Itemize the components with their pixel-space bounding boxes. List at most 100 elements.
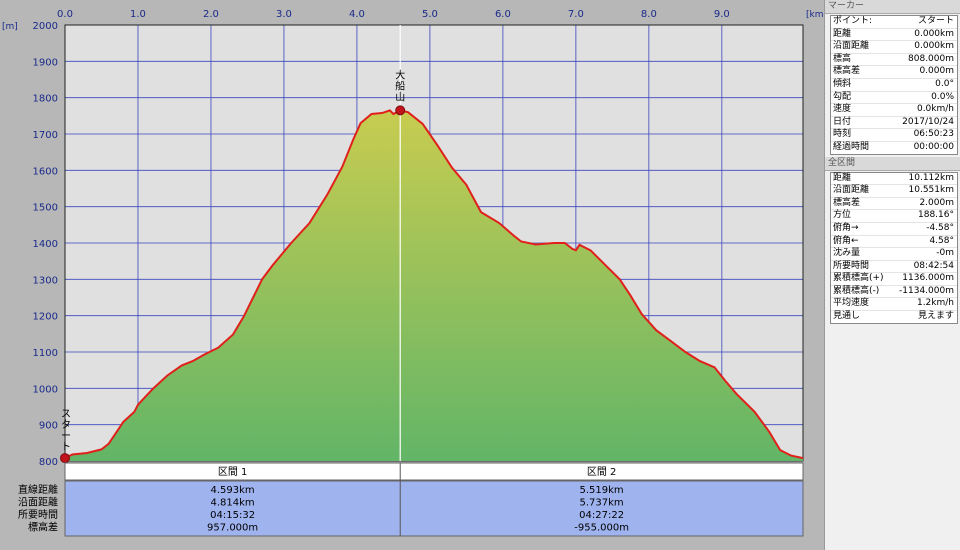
marker-row-7: 速度 0.0km/h — [831, 104, 957, 117]
x-tick-1: 1.0 — [130, 9, 146, 20]
total-key-7: 所要時間 — [833, 260, 870, 271]
y-tick-1: 900 — [39, 421, 58, 432]
section-1-value-3: -955.000m — [574, 523, 629, 534]
total-row-2: 標高差 2.000m — [831, 198, 957, 211]
total-key-11: 見通し — [833, 311, 861, 322]
marker-row-6: 勾配 0.0% — [831, 92, 957, 105]
total-row-8: 累積標高(+) 1136.000m — [831, 273, 957, 286]
marker-key-2: 沿面距離 — [833, 41, 870, 52]
marker-value-3: 808.000m — [908, 53, 954, 64]
y-tick-8: 1600 — [33, 166, 58, 177]
total-value-8: 1136.000m — [902, 273, 954, 284]
total-value-4: -4.58° — [926, 222, 954, 233]
x-tick-3: 3.0 — [276, 9, 292, 20]
total-key-5: 俯角← — [833, 235, 859, 246]
section-row-label-2: 所要時間 — [18, 509, 58, 521]
total-key-2: 標高差 — [833, 197, 861, 208]
y-tick-4: 1200 — [33, 312, 58, 323]
marker-label-1-char-0: 大 — [395, 68, 405, 81]
marker-label-0-char-2: ー — [61, 431, 71, 442]
marker-value-6: 0.0% — [931, 91, 954, 102]
total-value-9: -1134.000m — [899, 285, 954, 296]
marker-value-0: スタート — [917, 16, 954, 26]
marker-row-10: 経過時間 00:00:00 — [831, 142, 957, 154]
elevation-area — [65, 110, 803, 462]
marker-key-10: 経過時間 — [833, 141, 870, 152]
marker-row-1: 距離 0.000km — [831, 29, 957, 42]
section-header-row — [64, 462, 804, 481]
total-key-4: 俯角→ — [833, 222, 859, 233]
y-tick-6: 1400 — [33, 239, 58, 250]
elevation-line — [64, 109, 804, 460]
marker-row-3: 標高 808.000m — [831, 54, 957, 67]
section-0-value-3: 957.000m — [207, 523, 258, 534]
x-tick-4: 4.0 — [349, 9, 365, 20]
x-tick-8: 8.0 — [641, 9, 657, 20]
marker-row-8: 日付 2017/10/24 — [831, 117, 957, 130]
marker-value-7: 0.0km/h — [916, 104, 954, 115]
x-tick-5: 5.0 — [422, 9, 438, 20]
section-1-value-0: 5.519km — [580, 485, 624, 496]
marker-key-4: 標高差 — [833, 66, 861, 77]
total-value-10: 1.2km/h — [916, 298, 954, 309]
total-value-6: -0m — [936, 248, 954, 259]
y-tick-3: 1100 — [33, 348, 58, 359]
total-panel-title: 全区間 — [825, 156, 960, 171]
total-key-1: 沿面距離 — [833, 185, 870, 196]
marker-value-1: 0.000km — [914, 28, 954, 39]
section-1-value-1: 5.737km — [580, 498, 624, 509]
x-axis-ticks: 0.0 1.0 2.0 3.0 4.0 5.0 6.0 7.0 8.0 9.0 — [57, 9, 730, 20]
marker-value-10: 00:00:00 — [913, 141, 954, 152]
section-0-value-0: 4.593km — [211, 485, 255, 496]
x-tick-9: 9.0 — [714, 9, 730, 20]
total-key-9: 累積標高(-) — [833, 285, 880, 296]
total-key-10: 平均速度 — [833, 298, 870, 309]
y-tick-11: 1900 — [33, 57, 58, 68]
marker-label-0-char-3: ト — [61, 442, 71, 453]
elevation-profile-chart: スタート 大船山 0.0 1.0 2.0 3.0 4.0 5.0 6.0 7.0 8.0 9.0 8… — [2, 9, 824, 537]
total-key-8: 累積標高(+) — [833, 273, 884, 284]
y-axis-ticks: 800 900 1000 1100 1200 1300 1400 1500 1600 1700 18… — [33, 21, 58, 468]
section-0-value-2: 04:15:32 — [210, 510, 255, 521]
marker-value-5: 0.0° — [935, 78, 954, 89]
y-tick-12: 2000 — [33, 21, 58, 32]
marker-key-7: 速度 — [833, 104, 852, 115]
marker-point-1[interactable] — [395, 105, 406, 116]
total-row-5: 俯角← 4.58° — [831, 236, 957, 249]
marker-point-0[interactable] — [60, 453, 70, 464]
y-tick-5: 1300 — [33, 275, 58, 286]
marker-key-6: 勾配 — [833, 91, 852, 102]
section-row-label-1: 沿面距離 — [18, 496, 58, 509]
marker-value-2: 0.000km — [914, 41, 954, 52]
total-value-11: 見えます — [917, 311, 954, 322]
total-row-10: 平均速度 1.2km/h — [831, 298, 957, 312]
total-value-5: 4.58° — [929, 235, 954, 246]
total-row-1: 沿面距離 10.551km — [831, 185, 957, 198]
x-tick-7: 7.0 — [568, 9, 584, 20]
marker-table: ポイント: スタート距離 0.000km 沿面距離 0.000km 標高 808.000m 標… — [830, 15, 958, 155]
marker-label-1-char-2: 山 — [395, 91, 405, 103]
y-tick-9: 1700 — [33, 130, 58, 141]
marker-value-4: 0.000m — [919, 66, 954, 77]
info-panel: マーカー ポイント: スタート 距離 0.000km 沿面距離 0.000km 標高 808.… — [824, 0, 960, 550]
marker-row-5: 傾斜 0.0° — [831, 79, 957, 92]
marker-label-0-char-1: タ — [61, 419, 71, 431]
marker-key-5: 傾斜 — [833, 78, 852, 89]
marker-panel-title: マーカー — [825, 0, 960, 14]
x-tick-2: 2.0 — [203, 9, 219, 20]
x-tick-6: 6.0 — [495, 9, 511, 20]
marker-key-0: ポイント: — [833, 16, 873, 26]
total-key-6: 沈み量 — [833, 248, 861, 259]
section-name-0: 区間 1 — [218, 466, 248, 478]
total-row-6: 沈み量 -0m — [831, 248, 957, 261]
y-tick-7: 1500 — [33, 203, 58, 214]
marker-row-9: 時刻 06:50:23 — [831, 129, 957, 142]
total-table: 距離 10.112km 沿面距離 10.551km 標高差 2.000m 方位 188.16°… — [830, 171, 958, 324]
markers: スタート 大船山 — [60, 68, 406, 464]
total-value-3: 188.16° — [918, 210, 954, 221]
total-row-9: 累積標高(-) -1134.000m — [831, 286, 957, 299]
total-value-1: 10.551km — [908, 185, 954, 196]
total-value-0: 10.112km — [908, 172, 954, 183]
section-row-label-3: 標高差 — [28, 521, 58, 534]
